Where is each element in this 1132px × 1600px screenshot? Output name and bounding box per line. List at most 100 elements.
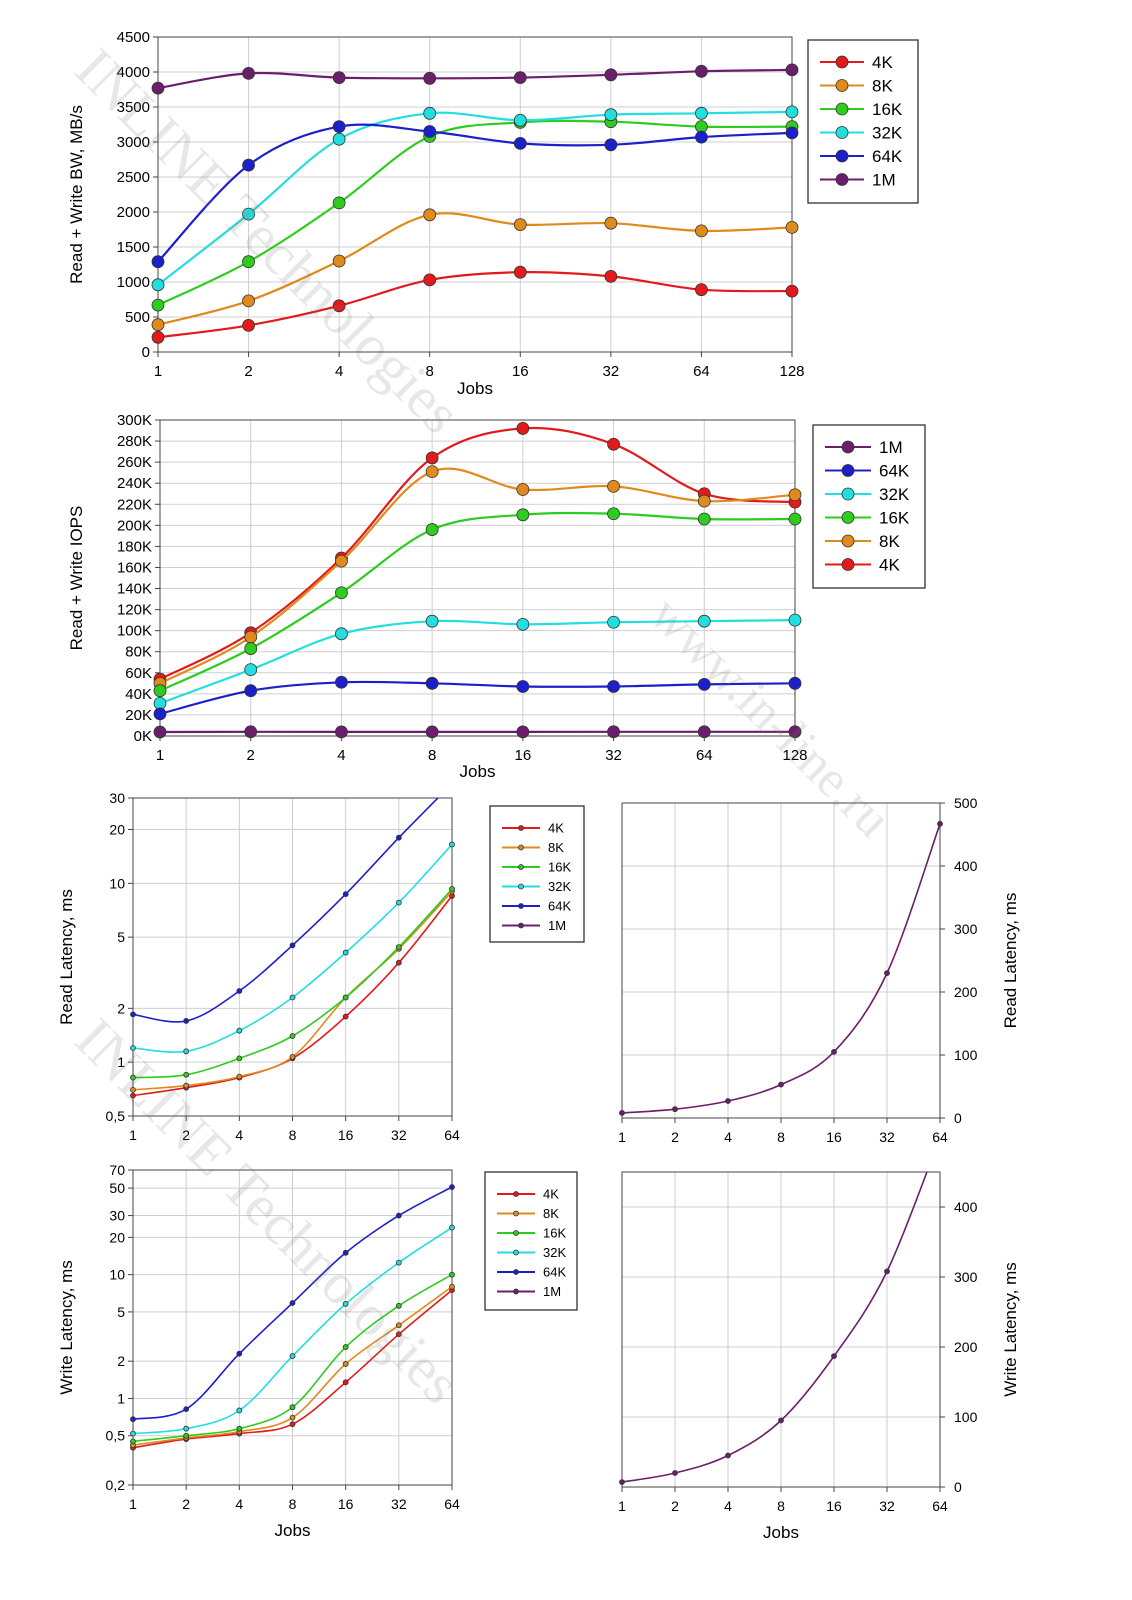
data-point-64K [130, 1416, 136, 1423]
y-tick-label: 140K [117, 581, 152, 598]
data-point-32K [289, 994, 296, 1001]
legend-label-64K: 64K [879, 461, 910, 480]
y-tick-label: 70 [109, 1162, 125, 1178]
data-point-16K [244, 642, 258, 655]
y-tick-label: 4000 [117, 64, 150, 81]
data-point-16K [183, 1432, 190, 1439]
data-point-64K [785, 126, 799, 140]
data-point-32K [342, 949, 349, 956]
x-tick-label: 4 [235, 1496, 243, 1512]
data-point-4K [516, 422, 530, 435]
data-point-4K [130, 1092, 136, 1099]
data-point-8K [425, 465, 439, 479]
data-point-1M [785, 63, 799, 77]
series-line-4K [159, 426, 796, 681]
y-axis-title: Write Latency, ms [1001, 1262, 1020, 1396]
data-point-8K [242, 294, 255, 308]
y-tick-label: 400 [954, 1199, 978, 1215]
y-axis-title: Read + Write IOPS [67, 506, 86, 651]
data-point-8K [342, 1361, 349, 1367]
data-point-16K [607, 507, 620, 521]
series-line-64K [157, 123, 793, 263]
x-tick-label: 4 [335, 363, 343, 380]
legend-swatch-marker [518, 825, 524, 831]
legend-label-4K: 4K [872, 53, 893, 72]
x-tick-label: 8 [428, 747, 436, 764]
data-point-32K [151, 278, 165, 292]
series-line-8K [159, 467, 796, 685]
data-point-16K [516, 508, 530, 522]
data-point-16K [342, 1344, 349, 1350]
x-tick-label: 2 [671, 1129, 679, 1145]
legend-label-16K: 16K [543, 1226, 566, 1241]
data-point-1M [672, 1470, 678, 1476]
y-tick-label: 30 [109, 790, 125, 806]
legend-swatch-marker [841, 511, 855, 524]
data-point-4K [695, 283, 708, 297]
legend: 4K 8K 16K 32K 64K 1M [484, 1171, 578, 1311]
x-tick-label: 16 [512, 363, 529, 380]
data-point-16K [395, 944, 402, 950]
data-point-8K [130, 1086, 136, 1093]
data-point-16K [153, 684, 167, 698]
data-point-16K [332, 196, 346, 210]
data-point-1M [778, 1081, 784, 1088]
x-tick-label: 4 [235, 1127, 243, 1143]
x-tick-label: 1 [618, 1129, 626, 1145]
data-point-32K [425, 614, 439, 628]
data-point-1M [604, 68, 618, 82]
data-point-16K [449, 886, 455, 892]
y-tick-label: 1 [117, 1054, 125, 1070]
data-point-16K [697, 512, 711, 526]
y-tick-label: 240K [117, 475, 152, 492]
data-point-64K [516, 680, 530, 693]
data-point-32K [395, 899, 402, 906]
data-point-4K [289, 1421, 296, 1428]
x-tick-label: 4 [337, 747, 345, 764]
y-tick-label: 400 [954, 858, 978, 874]
data-point-64K [449, 1184, 455, 1190]
data-point-64K [607, 680, 620, 693]
y-tick-label: 3500 [117, 99, 150, 116]
data-point-8K [697, 494, 711, 508]
legend-label-8K: 8K [879, 532, 900, 551]
y-tick-label: 80K [125, 644, 152, 661]
data-point-64K [788, 676, 802, 690]
data-point-1M [244, 725, 258, 739]
data-point-64K [242, 158, 255, 172]
y-tick-label: 0,2 [106, 1477, 126, 1493]
data-point-8K [332, 254, 346, 268]
x-tick-label: 8 [426, 363, 434, 380]
chart-iops: 0K20K40K60K80K100K120K140K160K180K200K22… [67, 412, 926, 781]
series-group [151, 63, 799, 344]
data-point-32K [183, 1425, 190, 1432]
data-point-8K [335, 554, 348, 568]
data-point-64K [236, 1350, 243, 1357]
y-tick-label: 180K [117, 538, 152, 555]
x-tick-label: 1 [129, 1496, 137, 1512]
data-point-4K [342, 1379, 349, 1386]
data-point-64K [425, 676, 439, 690]
data-point-32K [449, 1224, 455, 1231]
legend-swatch-marker [841, 534, 855, 548]
y-tick-label: 260K [117, 454, 152, 471]
y-tick-label: 200K [117, 517, 152, 534]
x-tick-label: 2 [671, 1498, 679, 1514]
y-tick-label: 10 [109, 875, 125, 891]
series-group [153, 422, 802, 739]
y-tick-label: 10 [109, 1267, 125, 1283]
data-point-16K [242, 255, 255, 269]
legend-swatch-marker [513, 1210, 519, 1217]
data-point-64K [151, 255, 165, 269]
data-point-32K [289, 1353, 296, 1359]
series-group [130, 798, 455, 1099]
y-tick-label: 280K [117, 433, 152, 450]
x-tick-label: 16 [826, 1498, 842, 1514]
legend-label-1M: 1M [543, 1284, 561, 1299]
data-point-4K [395, 959, 402, 966]
data-point-32K [788, 613, 802, 627]
data-point-4K [513, 265, 527, 279]
data-point-1M [335, 725, 348, 739]
data-point-32K [130, 1430, 136, 1437]
